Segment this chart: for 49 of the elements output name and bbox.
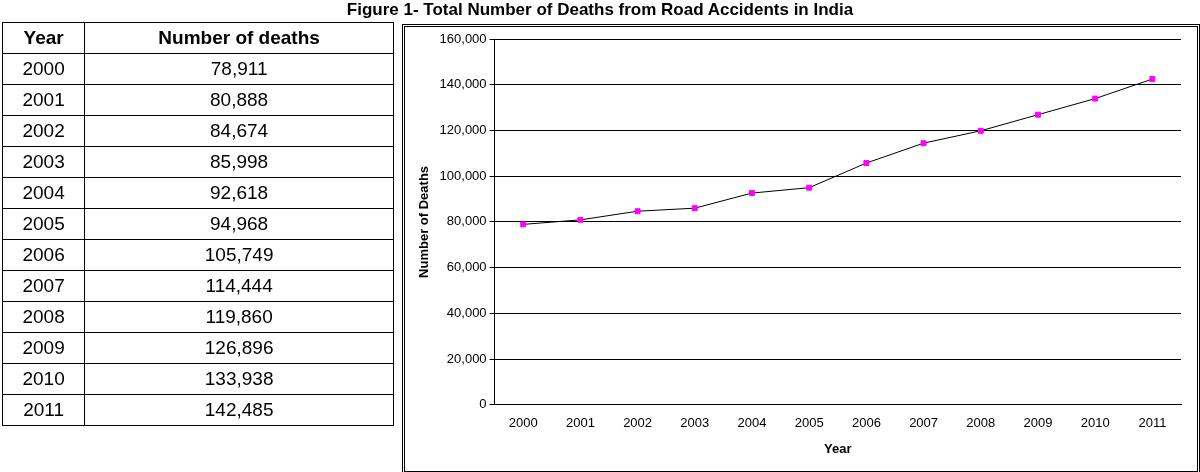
- x-tick-label: 2010: [1080, 415, 1110, 431]
- category-label: 2001: [22, 89, 65, 110]
- text: 126,896: [204, 337, 274, 358]
- text: 92,618: [210, 182, 269, 203]
- chart-title: Figure 1- Total Number of Deaths from Road Accidents in India: [345, 0, 855, 20]
- text: Year: [2, 22, 85, 54]
- y-tick-label: 120,000: [439, 122, 487, 138]
- category-label: 2004: [22, 182, 65, 203]
- text: 105,749: [204, 244, 274, 265]
- text: 133,938: [204, 368, 274, 389]
- text: 94,968: [210, 213, 269, 234]
- y-tick-label: 0: [479, 396, 487, 412]
- y-axis-title: Number of Deaths: [416, 165, 432, 278]
- x-tick-label: 2008: [966, 415, 996, 431]
- category-label: 2003: [22, 151, 65, 172]
- text: 114,444: [205, 275, 273, 296]
- text: 78,911: [210, 58, 268, 79]
- y-tick-label: 100,000: [439, 167, 487, 183]
- x-tick-label: 2001: [565, 415, 595, 431]
- text: 84,674: [210, 120, 269, 141]
- x-tick-label: 2003: [680, 415, 710, 431]
- x-tick-label: 2007: [909, 415, 939, 431]
- text: 119,860: [205, 306, 273, 327]
- x-tick-label: 2002: [623, 415, 653, 431]
- y-tick-label: 160,000: [439, 30, 487, 46]
- y-tick-label: 60,000: [446, 259, 487, 275]
- x-tick-label: 2004: [737, 415, 767, 431]
- text: Number of deaths: [84, 22, 394, 54]
- category-label: 2009: [22, 337, 65, 358]
- x-tick-label: 2006: [851, 415, 881, 431]
- text: 85,998: [210, 151, 269, 172]
- category-label: 2007: [22, 275, 65, 296]
- text: 80,888: [210, 89, 269, 110]
- x-tick-label: 2009: [1023, 415, 1053, 431]
- text: 142,485: [204, 399, 274, 420]
- x-axis-title: Year: [824, 440, 852, 456]
- y-tick-label: 20,000: [446, 350, 487, 366]
- category-label: 2006: [22, 244, 65, 265]
- y-tick-label: 140,000: [439, 76, 487, 92]
- x-tick-label: 2000: [508, 415, 538, 431]
- category-label: 2002: [22, 120, 65, 141]
- y-tick-label: 80,000: [446, 213, 487, 229]
- x-tick-label: 2005: [794, 415, 824, 431]
- category-label: 2008: [22, 306, 65, 327]
- category-label: 2005: [22, 213, 65, 234]
- category-label: 2000: [22, 58, 65, 79]
- y-tick-label: 40,000: [446, 304, 487, 320]
- x-tick-label: 2011: [1138, 415, 1167, 431]
- category-label: 2010: [22, 368, 65, 389]
